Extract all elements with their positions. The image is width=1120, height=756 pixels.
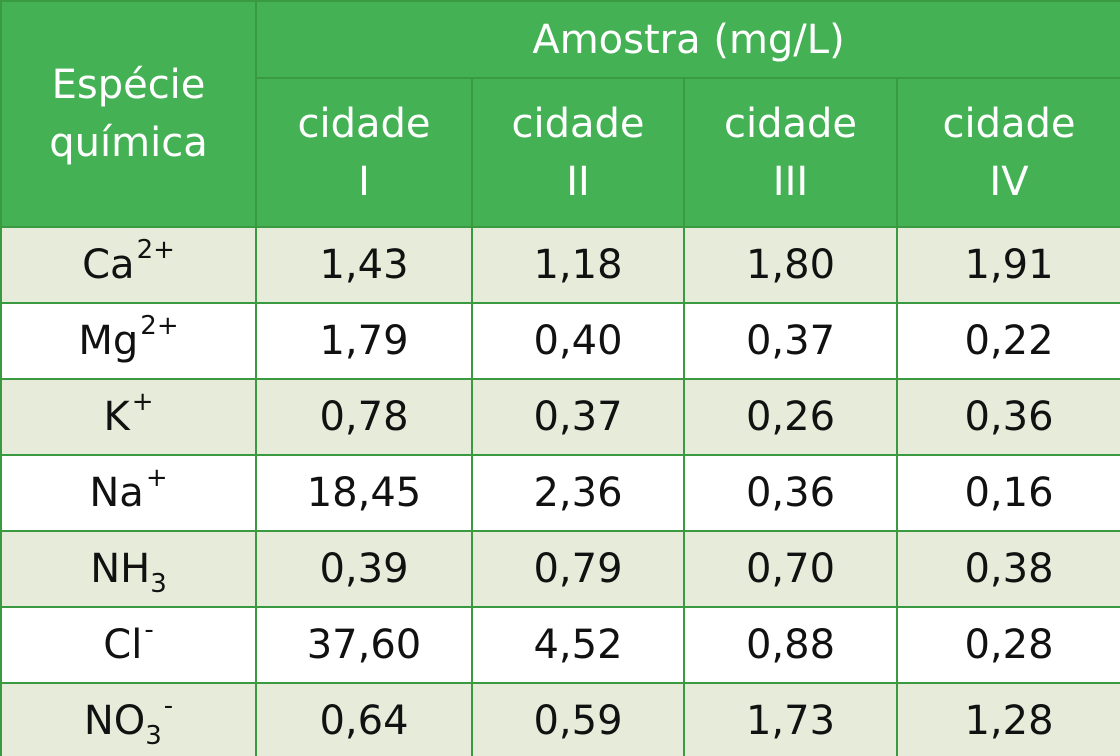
table-row: Cl- 37,60 4,52 0,88 0,28 (0, 606, 1120, 684)
city-header: cidade IV (895, 77, 1120, 228)
value-cell: 0,37 (683, 302, 898, 380)
value-cell: 0,37 (471, 378, 685, 456)
value-cell: 18,45 (255, 454, 473, 532)
value-cell: 0,36 (895, 378, 1120, 456)
sample-header: Amostra (mg/L) (254, 0, 1120, 79)
species-cell: K+ (0, 378, 257, 456)
table-row: NO3- 0,64 0,59 1,73 1,28 (0, 682, 1120, 756)
value-cell: 1,80 (683, 226, 898, 304)
species-header-line2: química (49, 120, 208, 166)
value-cell: 0,38 (895, 530, 1120, 608)
species-cell: Mg2+ (0, 302, 257, 380)
value-cell: 0,26 (683, 378, 898, 456)
table-body: Ca2+ 1,43 1,18 1,80 1,91 Mg2+ 1,79 0,40 … (0, 226, 1120, 756)
value-cell: 1,91 (895, 226, 1120, 304)
value-cell: 1,43 (255, 226, 473, 304)
value-cell: 4,52 (471, 606, 685, 684)
table-row: Ca2+ 1,43 1,18 1,80 1,91 (0, 226, 1120, 304)
value-cell: 0,28 (895, 606, 1120, 684)
value-cell: 1,18 (471, 226, 685, 304)
value-cell: 1,28 (895, 682, 1120, 756)
species-cell: NO3- (0, 682, 257, 756)
species-cell: Ca2+ (0, 226, 257, 304)
value-cell: 0,36 (683, 454, 898, 532)
value-cell: 0,70 (683, 530, 898, 608)
value-cell: 0,64 (255, 682, 473, 756)
value-cell: 0,22 (895, 302, 1120, 380)
value-cell: 2,36 (471, 454, 685, 532)
city-header: cidade II (471, 77, 685, 228)
species-cell: NH3 (0, 530, 257, 608)
city-header: cidade III (683, 77, 898, 228)
value-cell: 0,16 (895, 454, 1120, 532)
table-row: Na+ 18,45 2,36 0,36 0,16 (0, 454, 1120, 532)
species-cell: Cl- (0, 606, 257, 684)
value-cell: 0,79 (471, 530, 685, 608)
value-cell: 0,39 (255, 530, 473, 608)
species-header: Espécie química (0, 0, 257, 228)
value-cell: 1,73 (683, 682, 898, 756)
value-cell: 0,88 (683, 606, 898, 684)
value-cell: 0,59 (471, 682, 685, 756)
table-row: NH3 0,39 0,79 0,70 0,38 (0, 530, 1120, 608)
species-cell: Na+ (0, 454, 257, 532)
city-header: cidade I (255, 77, 473, 228)
value-cell: 37,60 (255, 606, 473, 684)
table-row: K+ 0,78 0,37 0,26 0,36 (0, 378, 1120, 456)
value-cell: 0,78 (255, 378, 473, 456)
value-cell: 1,79 (255, 302, 473, 380)
value-cell: 0,40 (471, 302, 685, 380)
table-row: Mg2+ 1,79 0,40 0,37 0,22 (0, 302, 1120, 380)
species-header-line1: Espécie (51, 62, 206, 108)
